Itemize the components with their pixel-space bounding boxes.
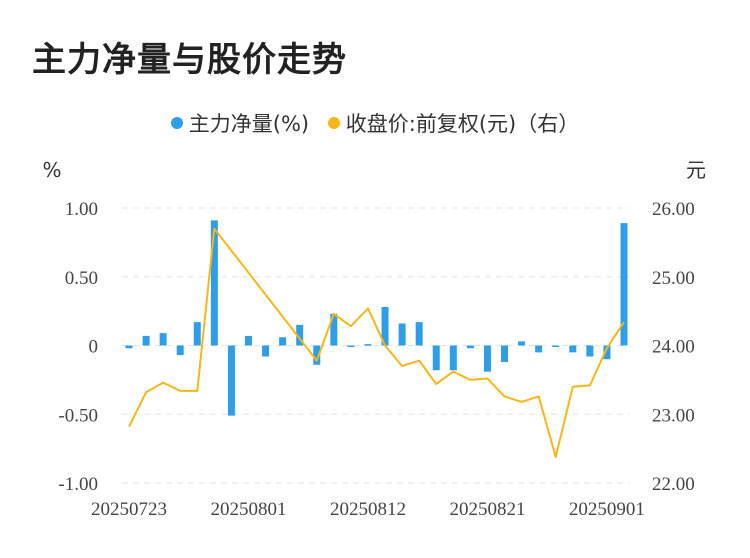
legend-label-main-net: 主力净量(%) [188, 112, 310, 136]
bar [313, 345, 321, 365]
bar [432, 345, 440, 371]
legend: 主力净量(%) 收盘价:前复权(元)（右） [0, 108, 750, 138]
right-tick-label: 23.00 [652, 405, 695, 426]
bar [279, 337, 287, 346]
bar [535, 345, 543, 353]
bar-series [125, 220, 628, 416]
bar [449, 345, 457, 371]
right-tick-label: 25.00 [652, 268, 695, 289]
price-line [128, 227, 625, 458]
bar [262, 345, 270, 357]
left-tick-label: 0.50 [65, 268, 98, 289]
bar [415, 322, 423, 346]
x-axis-ticks: 20250723 20250801 20250812 20250821 20250901 [91, 499, 645, 520]
bar [398, 323, 406, 346]
bar [159, 333, 167, 346]
bar [569, 345, 577, 353]
bar [552, 345, 560, 347]
bar [381, 307, 389, 346]
bar [193, 322, 201, 346]
right-axis-ticks: 26.00 25.00 24.00 23.00 22.00 [652, 199, 695, 495]
legend-dot-line [327, 117, 340, 129]
x-tick-label: 20250821 [449, 499, 525, 520]
right-tick-label: 26.00 [652, 199, 695, 220]
left-axis-ticks: 1.00 0.50 0 -0.50 -1.00 [58, 199, 98, 495]
bar [125, 345, 133, 349]
bar [176, 345, 184, 356]
bar [330, 313, 338, 346]
bar [364, 344, 372, 346]
legend-item-close-price[interactable]: 收盘价:前复权(元)（右） [327, 108, 580, 138]
bar [210, 220, 218, 346]
x-tick-label: 20250801 [210, 499, 286, 520]
bar [501, 345, 509, 362]
x-tick-label: 20250812 [330, 499, 406, 520]
bar [518, 341, 526, 346]
bar [244, 335, 252, 346]
bar [347, 345, 355, 347]
bar [603, 345, 611, 360]
legend-item-main-net[interactable]: 主力净量(%) [170, 108, 310, 138]
left-tick-label: -0.50 [58, 405, 98, 426]
bar [586, 345, 594, 357]
bar [483, 345, 491, 372]
legend-label-close-price: 收盘价:前复权(元)（右） [345, 112, 580, 136]
left-axis-unit: % [42, 158, 61, 182]
left-tick-label: 0 [89, 337, 99, 358]
left-tick-label: -1.00 [58, 474, 98, 495]
bar [142, 335, 150, 346]
right-axis-unit: 元 [686, 158, 706, 182]
legend-dot-bar [170, 117, 183, 129]
bar [227, 345, 235, 416]
x-tick-label: 20250723 [91, 499, 167, 520]
x-tick-label: 20250901 [569, 499, 645, 520]
right-tick-label: 22.00 [652, 474, 695, 495]
chart-title: 主力净量与股价走势 [32, 40, 347, 80]
gridlines [122, 207, 630, 484]
bar [620, 223, 628, 346]
bar [296, 324, 304, 346]
bar [466, 345, 474, 349]
right-tick-label: 24.00 [652, 337, 695, 358]
left-tick-label: 1.00 [65, 199, 98, 220]
line-series [128, 227, 625, 458]
